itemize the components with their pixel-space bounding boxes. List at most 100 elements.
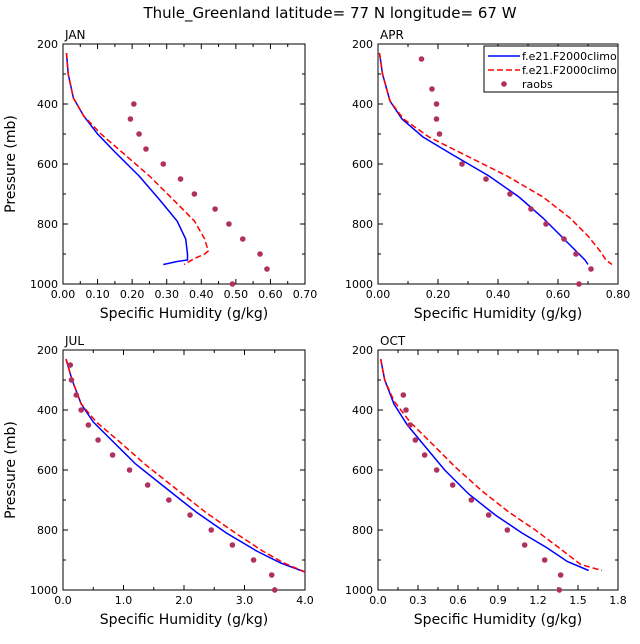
raobs-point (407, 422, 413, 428)
raobs-point (177, 176, 184, 182)
raobs-point (433, 116, 440, 122)
x-tick-label: 0.60 (258, 288, 283, 301)
raobs-point (433, 467, 440, 473)
x-tick-label: 0.3 (409, 594, 427, 607)
raobs-point (483, 176, 489, 182)
panel-jan: JAN 0.00 0.10 0.20 0.30 0.40 0.50 0.60 0.70 200 40… (3, 28, 317, 322)
raobs-point (541, 557, 548, 563)
y-tick-label: 200 (352, 38, 373, 51)
x-tick-label: 0.00 (366, 288, 391, 301)
raobs-point (412, 437, 419, 443)
raobs-point (144, 482, 151, 488)
series-line-solid (65, 52, 189, 266)
x-axis-title: Specific Humidity (g/kg) (100, 612, 268, 628)
raobs-point (400, 392, 407, 398)
x-tick-label: 0.0 (54, 594, 72, 607)
raobs-point (160, 161, 167, 167)
y-tick-label: 800 (37, 524, 58, 537)
y-tick-label: 1000 (30, 584, 58, 597)
y-tick-label: 400 (37, 98, 58, 111)
x-axis-title: Specific Humidity (g/kg) (414, 306, 582, 322)
raobs-point (418, 56, 425, 62)
raobs-point (264, 266, 270, 272)
x-tick-label: 0.70 (293, 288, 318, 301)
x-tick-label: 0.80 (606, 288, 631, 301)
series-line-dashed (379, 358, 603, 572)
x-tick-label: 0.10 (85, 288, 110, 301)
legend-label: f.e21.F2000climo.f19_f19 (522, 50, 640, 63)
raobs-point (556, 587, 563, 593)
y-tick-label: 600 (37, 464, 58, 477)
panel-oct: OCT 0.0 0.3 0.6 0.9 1.2 1.5 1.8 200 400 600 800 1000… (345, 334, 627, 628)
raobs-point (271, 587, 278, 593)
legend-label: f.e21.F2000climo.f19_f19 (522, 64, 640, 77)
x-axis-title: Specific Humidity (g/kg) (100, 306, 268, 322)
y-tick-label: 400 (352, 404, 373, 417)
raobs-point (78, 407, 84, 413)
raobs-point (504, 527, 511, 533)
raobs-point (127, 116, 134, 122)
raobs-point (95, 437, 101, 443)
y-tick-label: 400 (352, 98, 373, 111)
raobs-point (459, 161, 465, 167)
raobs-point (268, 572, 275, 578)
raobs-point (73, 392, 80, 398)
y-tick-label: 600 (352, 158, 373, 171)
x-tick-label: 3.0 (236, 594, 254, 607)
series-line-dashed (378, 52, 613, 266)
raobs-point (257, 251, 263, 257)
legend: f.e21.F2000climo.f19_f19f.e21.F2000climo… (483, 45, 640, 93)
raobs-point (429, 86, 435, 92)
x-tick-label: 0.60 (546, 288, 571, 301)
panel-label: OCT (380, 334, 406, 348)
raobs-point (229, 542, 236, 548)
y-tick-label: 1000 (30, 278, 58, 291)
x-tick-label: 1.5 (569, 594, 587, 607)
raobs-point (573, 251, 579, 257)
x-tick-label: 1.0 (115, 594, 133, 607)
panel-label: APR (380, 28, 404, 42)
x-tick-label: 0.40 (486, 288, 511, 301)
panel-apr: APR 0.00 0.20 0.40 0.60 0.80 200 400 600 800 1000 S… (345, 28, 630, 322)
raobs-point (528, 206, 534, 212)
raobs-point (250, 557, 257, 563)
x-tick-label: 0.6 (449, 594, 467, 607)
raobs-point (191, 191, 198, 197)
x-tick-label: 0.00 (51, 288, 76, 301)
raobs-point (576, 281, 582, 287)
y-axis-title: Pressure (mb) (3, 115, 19, 213)
raobs-point (521, 542, 528, 548)
x-tick-label: 0.40 (189, 288, 214, 301)
y-tick-label: 800 (352, 218, 373, 231)
y-tick-label: 600 (352, 464, 373, 477)
y-axis-title: Pressure (mb) (3, 421, 19, 519)
raobs-point (485, 512, 492, 518)
raobs-point (239, 236, 246, 242)
raobs-point (212, 206, 218, 212)
raobs-point (557, 572, 564, 578)
x-tick-label: 0.30 (154, 288, 179, 301)
y-tick-label: 200 (37, 344, 58, 357)
y-tick-label: 800 (352, 524, 373, 537)
raobs-point (421, 452, 428, 458)
raobs-point (68, 377, 75, 383)
x-tick-label: 1.8 (609, 594, 627, 607)
raobs-point (588, 266, 594, 272)
panel-jul: JUL 0.0 1.0 2.0 3.0 4.0 200 400 600 800 1000 Specif… (3, 334, 314, 628)
y-tick-label: 600 (37, 158, 58, 171)
raobs-point (166, 497, 172, 503)
plot-frame (377, 349, 619, 591)
raobs-point (507, 191, 513, 197)
x-tick-label: 0.20 (426, 288, 451, 301)
raobs-point (187, 512, 193, 518)
raobs-point (561, 236, 567, 242)
raobs-point (433, 101, 440, 107)
raobs-point (126, 467, 133, 473)
y-tick-label: 400 (37, 404, 58, 417)
raobs-point (208, 527, 215, 533)
raobs-point (131, 101, 137, 107)
series-line-dashed (65, 358, 305, 573)
series-line-solid (65, 358, 305, 573)
y-tick-label: 200 (37, 38, 58, 51)
